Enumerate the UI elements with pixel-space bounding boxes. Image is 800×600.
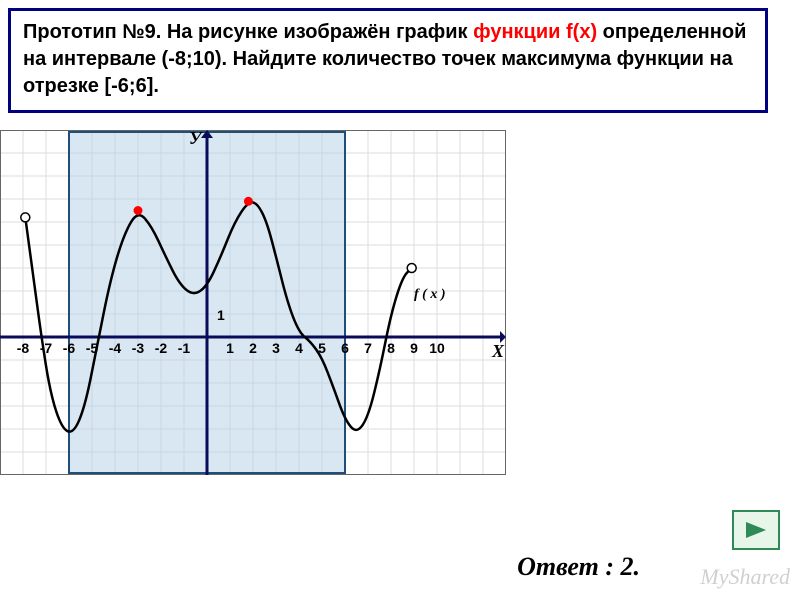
svg-text:-8: -8 bbox=[17, 340, 30, 356]
svg-text:7: 7 bbox=[364, 340, 372, 356]
problem-title-box: Прототип №9. На рисунке изображён график… bbox=[8, 8, 768, 113]
arrow-right-icon bbox=[744, 520, 768, 540]
answer-text: Ответ : 2. bbox=[517, 552, 640, 582]
svg-text:9: 9 bbox=[410, 340, 418, 356]
svg-text:3: 3 bbox=[272, 340, 280, 356]
svg-text:2: 2 bbox=[249, 340, 257, 356]
title-prefix: Прототип №9. bbox=[23, 21, 167, 43]
svg-text:-6: -6 bbox=[63, 340, 76, 356]
svg-text:-2: -2 bbox=[155, 340, 168, 356]
next-button[interactable] bbox=[732, 510, 780, 550]
svg-text:-1: -1 bbox=[178, 340, 191, 356]
svg-text:f ( x ): f ( x ) bbox=[414, 287, 446, 302]
title-black1: На рисунке изображён график bbox=[167, 21, 473, 43]
watermark: MyShared bbox=[700, 564, 790, 590]
svg-text:Х: Х bbox=[491, 341, 505, 361]
svg-text:1: 1 bbox=[217, 307, 225, 323]
chart-svg: -8-7-6-5-4-3-2-1123456789101УХf ( x ) bbox=[0, 130, 506, 475]
svg-text:6: 6 bbox=[341, 340, 349, 356]
chart: -8-7-6-5-4-3-2-1123456789101УХf ( x ) bbox=[0, 130, 506, 480]
problem-title: Прототип №9. На рисунке изображён график… bbox=[23, 19, 753, 100]
svg-text:10: 10 bbox=[429, 340, 445, 356]
svg-text:4: 4 bbox=[295, 340, 303, 356]
svg-text:-4: -4 bbox=[109, 340, 122, 356]
title-red: функции f(x) bbox=[473, 21, 597, 43]
svg-text:-3: -3 bbox=[132, 340, 145, 356]
svg-text:8: 8 bbox=[387, 340, 395, 356]
svg-text:1: 1 bbox=[226, 340, 234, 356]
